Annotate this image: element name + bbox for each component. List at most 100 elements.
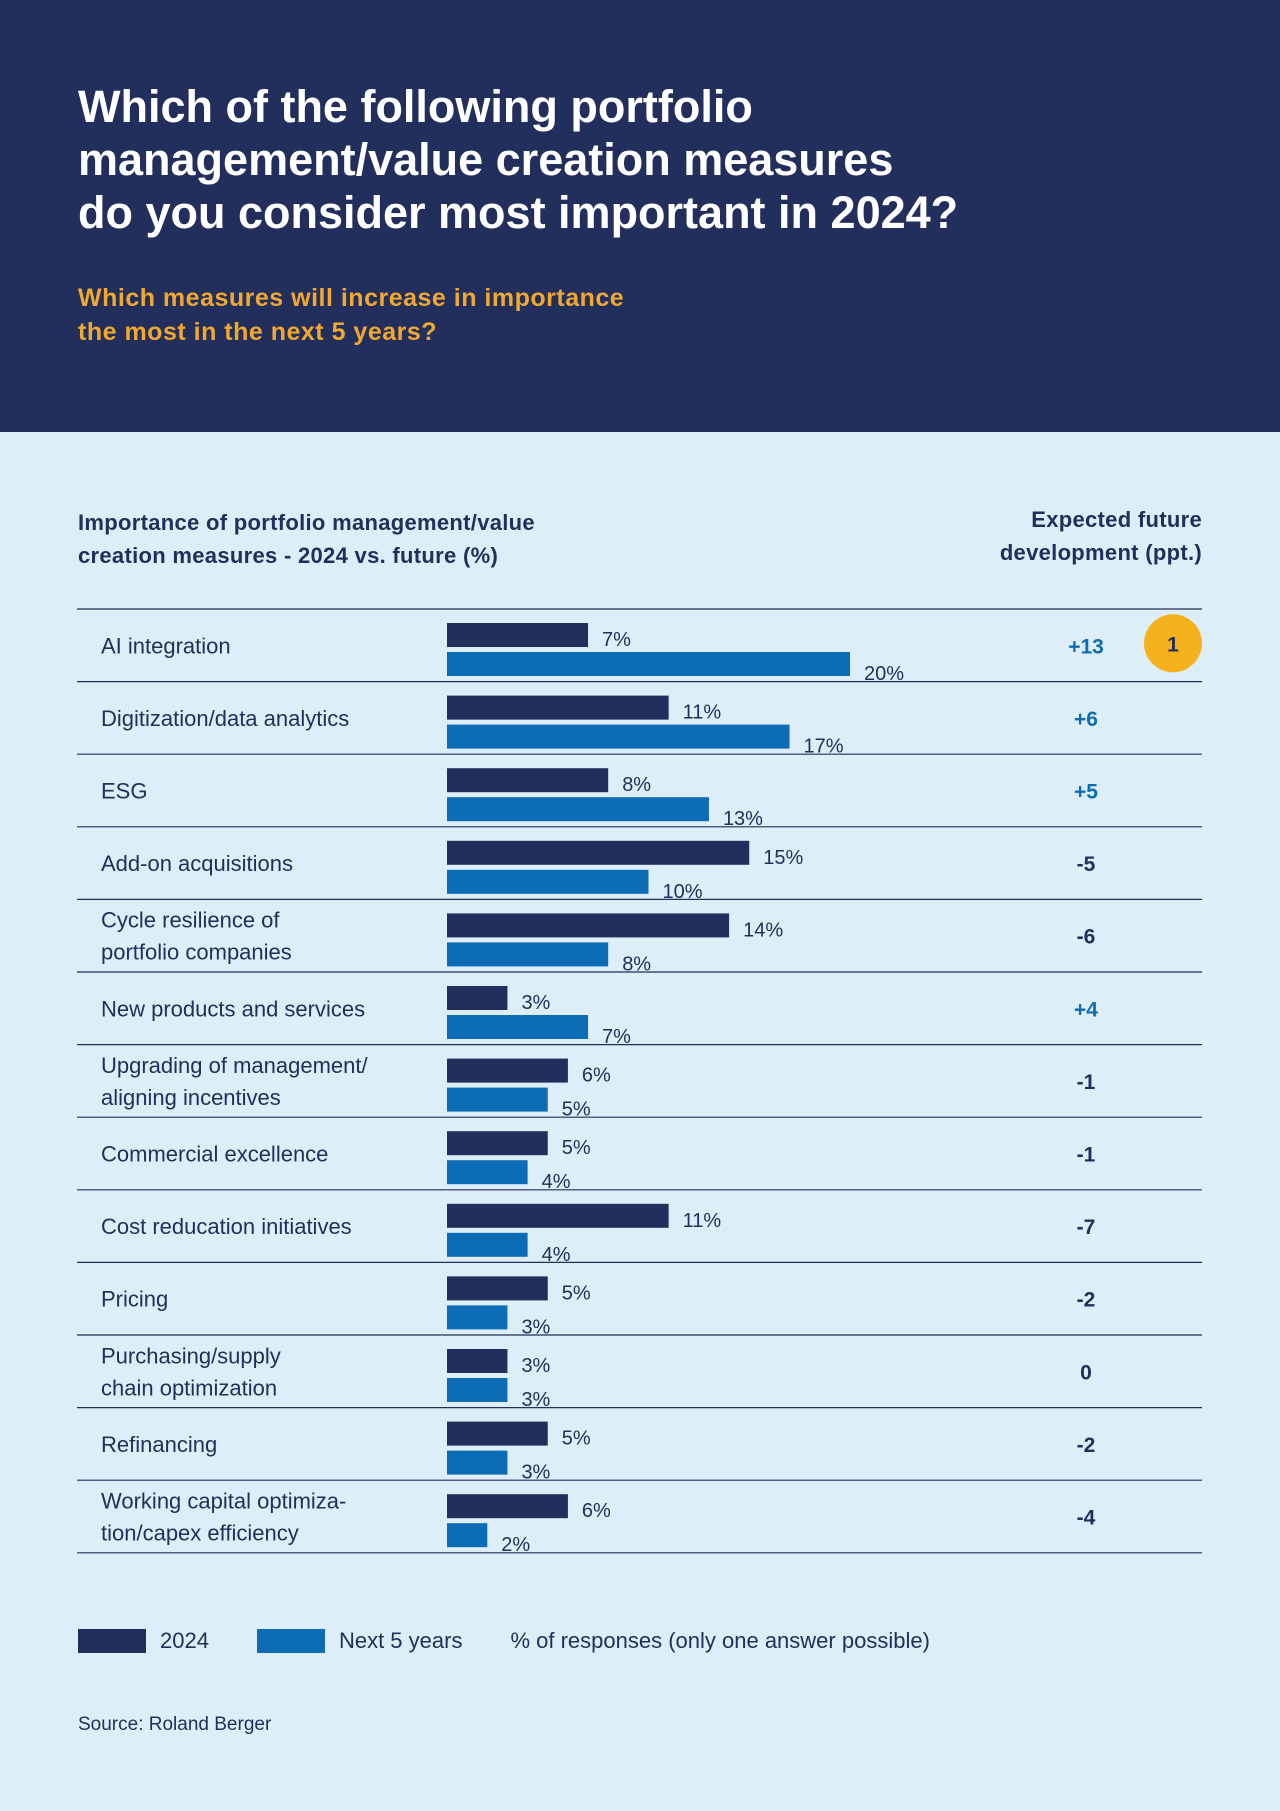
category-label-line: tion/capex efficiency <box>101 1521 299 1546</box>
expected-development-value: -1 <box>1077 1071 1096 1094</box>
rank-badge-label: 1 <box>1167 633 1179 656</box>
value-label: 6% <box>582 1500 611 1522</box>
expected-development-value: +13 <box>1068 635 1104 658</box>
expected-development-title: Expected future development (ppt.) <box>999 507 1202 565</box>
category-label-line: Refinancing <box>101 1432 217 1457</box>
category-label: AI integration <box>101 633 231 658</box>
legend: 2024 Next 5 years % of responses (only o… <box>78 1624 930 1658</box>
value-label: 5% <box>562 1282 591 1304</box>
legend-note: % of responses (only one answer possible… <box>510 1628 930 1653</box>
bar-2024 <box>447 1421 548 1446</box>
bar-next-5-years <box>447 1160 528 1185</box>
category-label: Cycle resilience of portfolio companies <box>101 908 292 965</box>
bar-next-5-years <box>447 942 609 967</box>
category-label: Commercial excellence <box>101 1142 328 1167</box>
bar-next-5-years <box>447 869 649 894</box>
expected-development-value: -2 <box>1077 1434 1096 1457</box>
category-label: Digitization/data analytics <box>101 706 349 731</box>
category-label: Upgrading of management/aligning incenti… <box>101 1053 368 1110</box>
value-label: 14% <box>743 919 783 941</box>
category-label-line: Cost reducation initiatives <box>101 1214 352 1239</box>
value-label: 3% <box>521 1389 550 1411</box>
header-banner: Which of the following portfolio managem… <box>0 0 1280 432</box>
value-label: 6% <box>582 1065 611 1087</box>
value-label: 7% <box>602 1026 631 1048</box>
expected-development-value: -7 <box>1077 1216 1096 1239</box>
expected-development-value: -2 <box>1077 1289 1096 1312</box>
category-label-line: Digitization/data analytics <box>101 706 349 731</box>
bar-2024 <box>447 623 589 647</box>
legend-label-next-5-years: Next 5 years <box>338 1628 463 1653</box>
value-label: 3% <box>521 1462 550 1484</box>
category-label: Cost reducation initiatives <box>101 1214 352 1239</box>
category-label-line: Commercial excellence <box>101 1142 328 1167</box>
bar-2024 <box>447 986 508 1010</box>
value-label: 8% <box>622 774 651 796</box>
category-label-line: AI integration <box>101 633 231 658</box>
chart-title: Importance of portfolio management/value… <box>78 510 535 568</box>
bar-next-5-years <box>447 1087 548 1112</box>
value-label: 5% <box>562 1428 591 1450</box>
value-label: 2% <box>501 1534 530 1556</box>
category-label-line: Add-on acquisitions <box>101 851 293 876</box>
value-label: 4% <box>542 1171 571 1193</box>
value-label: 11% <box>683 1210 722 1232</box>
category-label-line: chain optimization <box>101 1375 277 1400</box>
bar-next-5-years <box>447 1305 508 1330</box>
category-label: Refinancing <box>101 1432 217 1457</box>
expected-development-value: +6 <box>1074 708 1098 731</box>
legend-label-2024: 2024 <box>160 1628 209 1653</box>
value-label: 13% <box>723 808 763 830</box>
bar-next-5-years <box>447 1015 589 1039</box>
page-title: Which of the following portfolio managem… <box>78 81 959 238</box>
bar-2024 <box>447 1058 568 1083</box>
bar-next-5-years <box>447 652 850 676</box>
expected-development-value: +5 <box>1074 781 1098 804</box>
value-label: 4% <box>542 1244 571 1266</box>
category-label-line: Working capital optimiza- <box>101 1489 346 1514</box>
legend-swatch-next-5-years <box>256 1629 325 1653</box>
expected-development-value: 0 <box>1080 1361 1092 1384</box>
value-label: 11% <box>683 702 722 724</box>
expected-development-value: -5 <box>1077 853 1096 876</box>
bar-2024 <box>447 1131 548 1156</box>
expected-development-value: +4 <box>1074 998 1098 1021</box>
bar-next-5-years <box>447 724 790 749</box>
value-label: 5% <box>562 1099 591 1121</box>
category-label: Add-on acquisitions <box>101 851 293 876</box>
bar-2024 <box>447 913 730 938</box>
expected-development-value: -4 <box>1077 1507 1096 1530</box>
category-label: New products and services <box>101 996 365 1021</box>
category-label: Pricing <box>101 1287 168 1312</box>
category-label-line: Purchasing/supply <box>101 1343 281 1368</box>
category-label-line: New products and services <box>101 996 365 1021</box>
expected-development-value: -1 <box>1077 1144 1096 1167</box>
bar-next-5-years <box>447 1232 528 1257</box>
bar-2024 <box>447 1349 508 1373</box>
value-label: 20% <box>864 663 904 685</box>
category-label: Working capital optimiza-tion/capex effi… <box>101 1489 346 1546</box>
category-label-line: Upgrading of management/ <box>101 1053 368 1078</box>
bar-2024 <box>447 1203 669 1228</box>
rank-badge <box>1144 614 1202 673</box>
bar-2024 <box>447 1494 568 1519</box>
value-label: 10% <box>663 881 703 903</box>
value-label: 3% <box>521 1316 550 1338</box>
category-label-line: ESG <box>101 779 147 804</box>
expected-development-value: -6 <box>1077 926 1096 949</box>
value-label: 15% <box>763 847 803 869</box>
bar-2024 <box>447 1276 548 1301</box>
source-note: Source: Roland Berger <box>78 1714 272 1735</box>
bar-2024 <box>447 768 609 793</box>
category-label-line: Pricing <box>101 1287 168 1312</box>
page-subtitle: Which measures will increase in importan… <box>78 284 625 346</box>
bar-chart: AI integration 7% 20% +13 Digitization/data … <box>77 608 1202 1556</box>
category-label-line: aligning incentives <box>101 1085 281 1110</box>
bar-2024 <box>447 695 669 720</box>
category-label: ESG <box>101 779 147 804</box>
value-label: 3% <box>521 1355 550 1377</box>
bar-next-5-years <box>447 1523 488 1548</box>
value-label: 8% <box>622 953 651 975</box>
value-label: 5% <box>562 1137 591 1159</box>
bar-next-5-years <box>447 1378 508 1402</box>
